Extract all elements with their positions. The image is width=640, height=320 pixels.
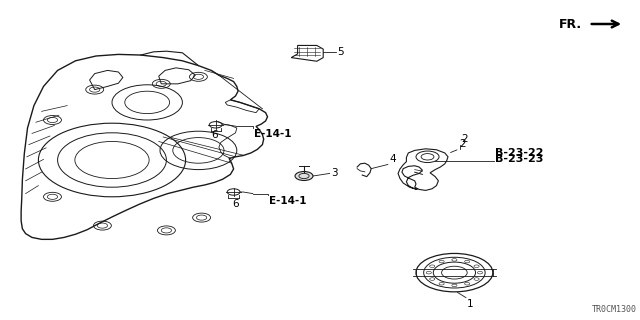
Text: 6: 6 — [211, 130, 218, 140]
Text: 2: 2 — [461, 134, 467, 144]
Text: 2: 2 — [460, 139, 466, 149]
Text: FR.: FR. — [559, 19, 582, 31]
Text: 4: 4 — [389, 154, 396, 164]
Circle shape — [295, 172, 313, 180]
Text: 3: 3 — [331, 168, 337, 179]
Text: B-23-22: B-23-22 — [495, 148, 544, 158]
Text: 6: 6 — [232, 199, 239, 209]
Text: B-23-23: B-23-23 — [495, 154, 544, 164]
Text: 1: 1 — [467, 299, 474, 309]
Text: TR0CM1300: TR0CM1300 — [592, 305, 637, 314]
Text: 5: 5 — [337, 46, 344, 57]
Text: E-14-1: E-14-1 — [269, 196, 307, 206]
Text: E-14-1: E-14-1 — [254, 129, 292, 139]
